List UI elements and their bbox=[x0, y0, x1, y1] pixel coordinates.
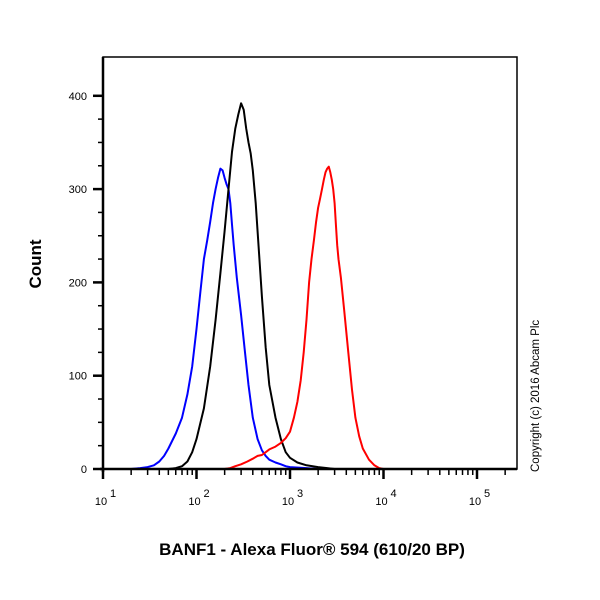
y-tick-label: 400 bbox=[69, 91, 87, 103]
y-tick-label: 100 bbox=[69, 371, 87, 383]
x-axis-title: BANF1 - Alexa Fluor® 594 (610/20 BP) bbox=[159, 540, 465, 559]
y-axis-title: Count bbox=[26, 239, 45, 288]
x-tick-exponent: 2 bbox=[204, 488, 210, 500]
x-tick-label: 10 bbox=[282, 496, 294, 508]
y-tick-label: 0 bbox=[81, 464, 87, 476]
x-tick-label: 10 bbox=[188, 496, 200, 508]
x-tick-exponent: 1 bbox=[110, 488, 116, 500]
x-tick-label: 10 bbox=[375, 496, 387, 508]
x-tick-label: 10 bbox=[95, 496, 107, 508]
x-tick-exponent: 5 bbox=[484, 488, 490, 500]
series-layer bbox=[103, 102, 384, 470]
series-line-0 bbox=[103, 167, 319, 470]
y-tick-label: 200 bbox=[69, 277, 87, 289]
x-tick-exponent: 3 bbox=[297, 488, 303, 500]
series-line-1 bbox=[103, 102, 335, 470]
y-axis-ticks: 0 100 200 300 400 bbox=[69, 91, 103, 476]
y-tick-label: 300 bbox=[69, 184, 87, 196]
copyright-annotation: Copyright (c) 2016 Abcam Plc bbox=[530, 320, 542, 472]
x-tick-label: 10 bbox=[469, 496, 481, 508]
series-line-2 bbox=[103, 165, 384, 470]
x-tick-exponent: 4 bbox=[391, 488, 397, 500]
